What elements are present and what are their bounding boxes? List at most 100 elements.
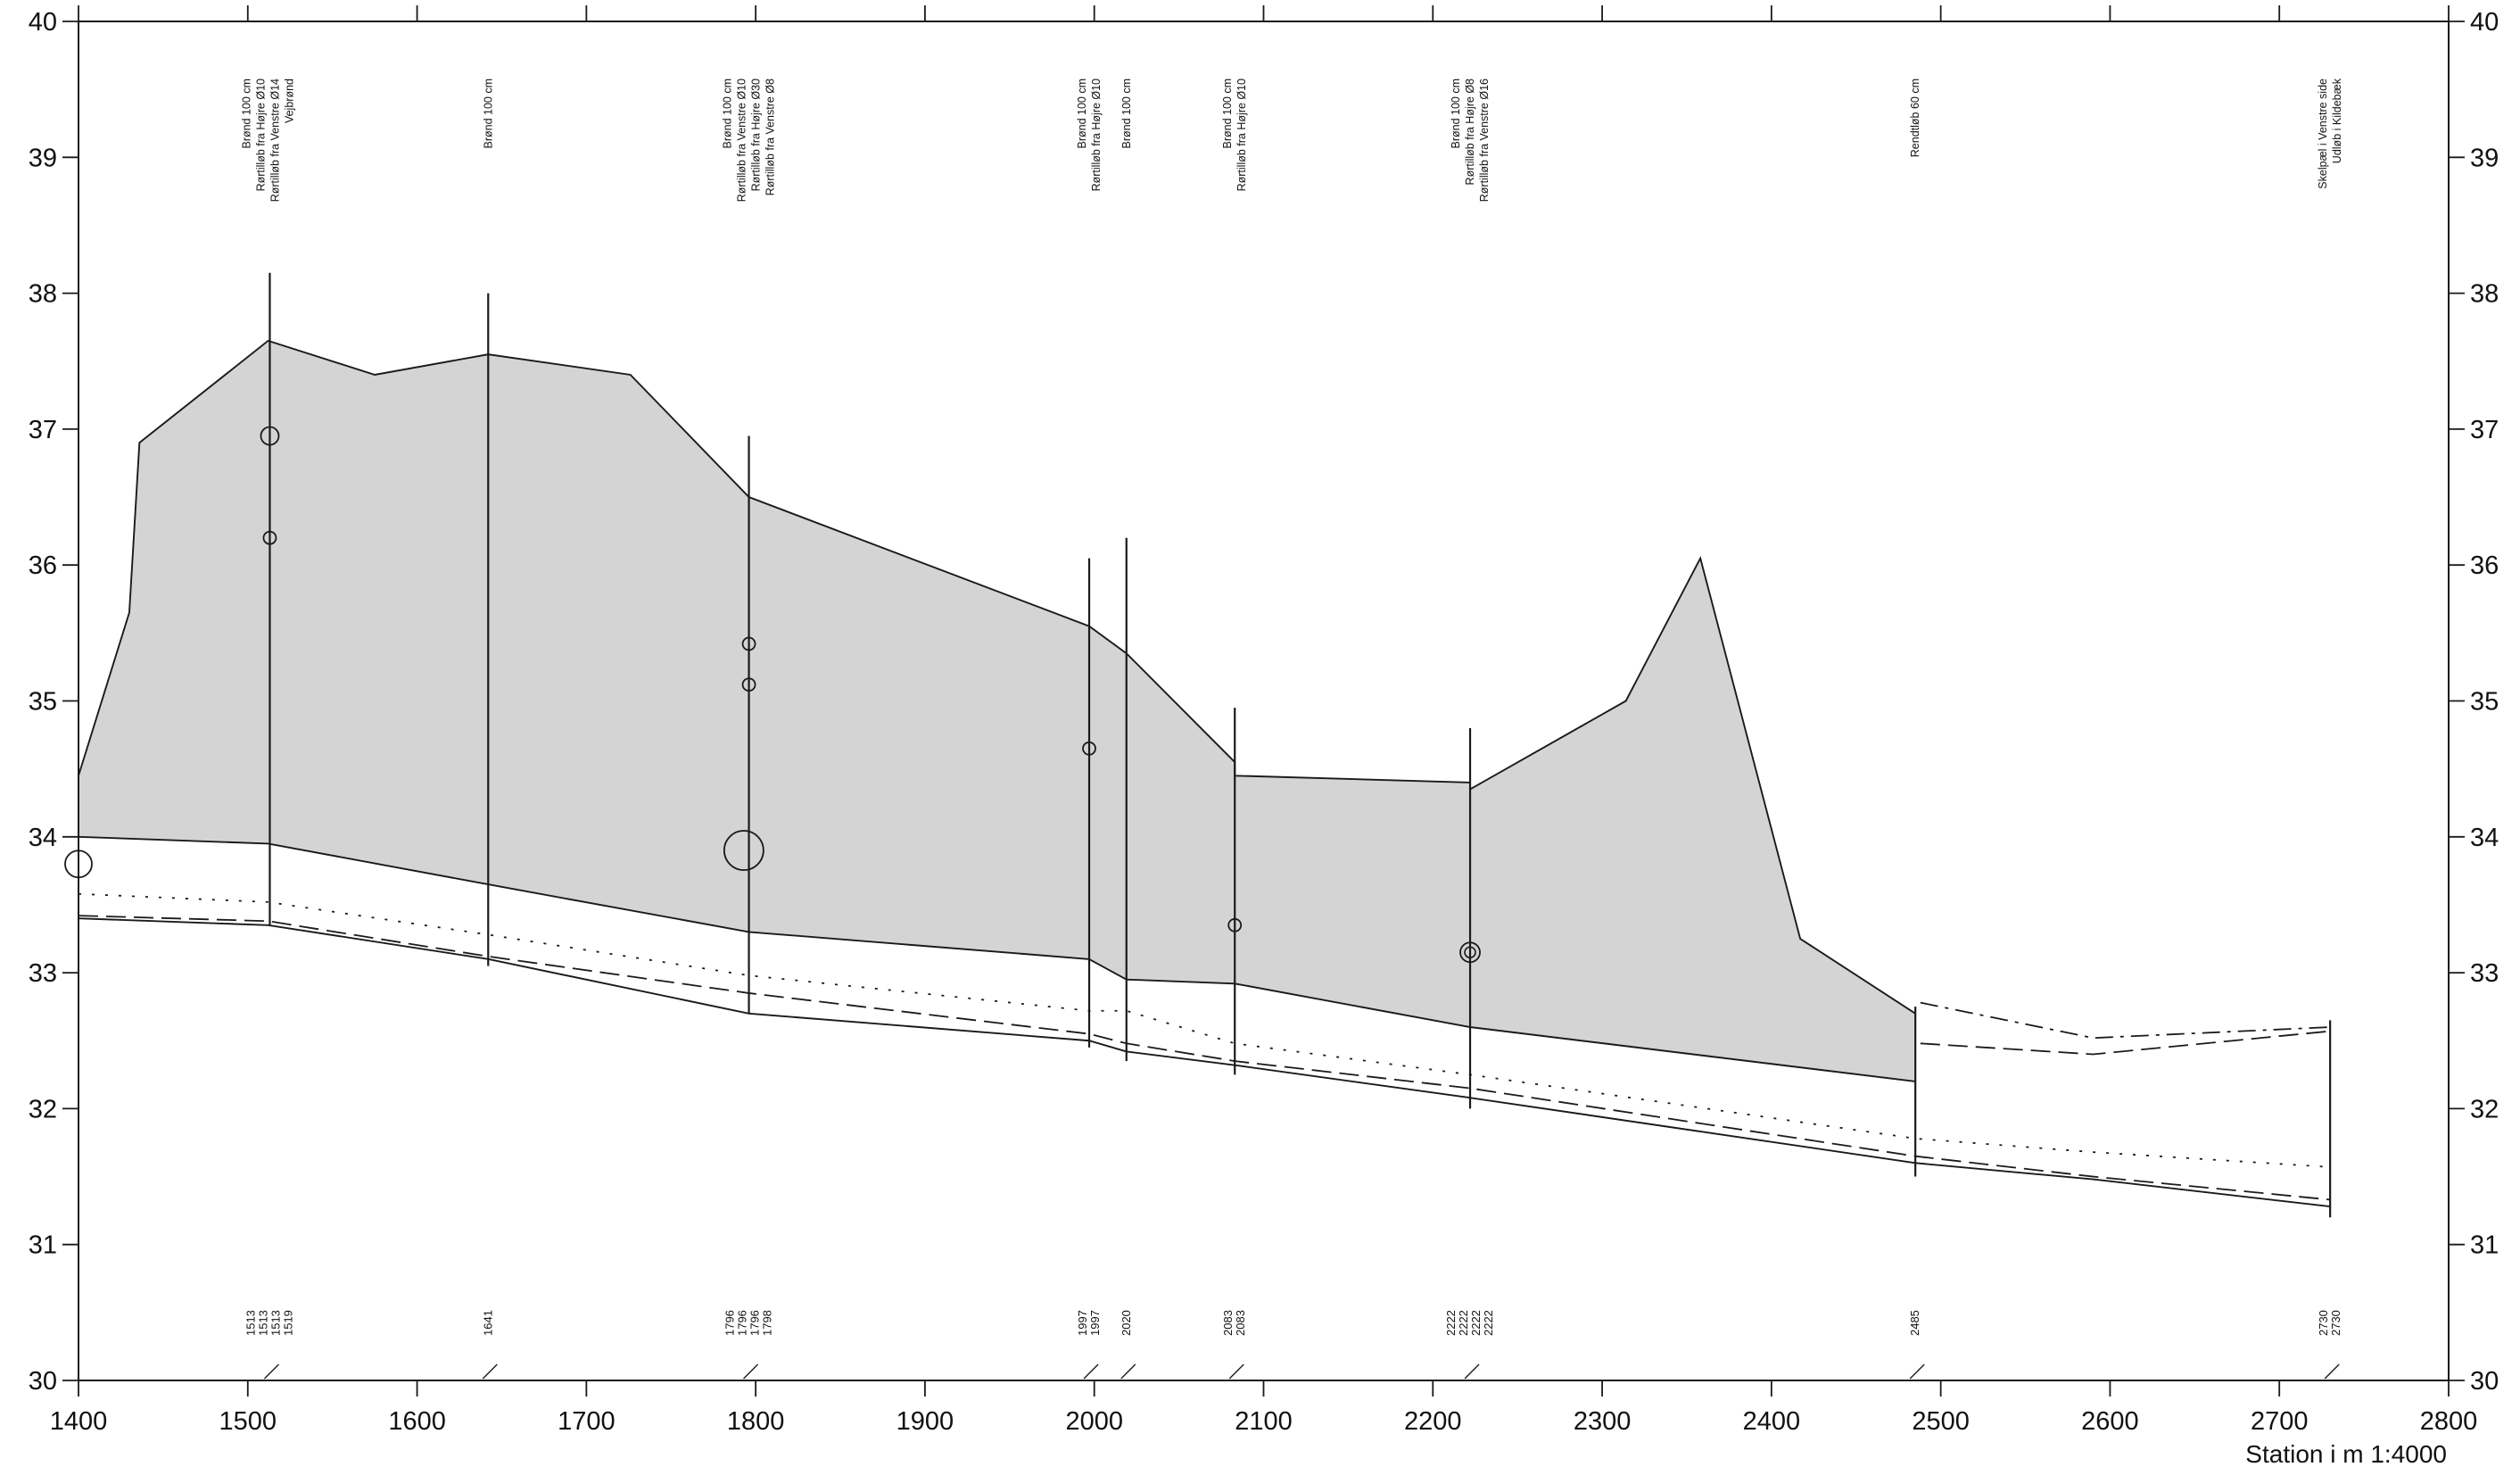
- x-tick-label: 1400: [50, 1407, 108, 1436]
- station-label: 1513: [269, 1310, 282, 1336]
- y-tick-label-left: 30: [29, 1367, 57, 1396]
- station-label: 1513: [256, 1310, 269, 1336]
- terrain-fill: [78, 340, 1916, 1082]
- y-tick-label-left: 34: [29, 824, 57, 852]
- profile-line-3: [78, 915, 2331, 1201]
- station-label: 1997: [1088, 1310, 1102, 1336]
- station-tick: [263, 1363, 279, 1380]
- pipe-marker: [260, 426, 280, 446]
- station-label: 1796: [748, 1310, 762, 1336]
- y-tick-label-right: 33: [2470, 959, 2499, 988]
- pipe-marker-inner: [1464, 946, 1476, 959]
- manhole-annotation: Rørtilløb fra Venstre Ø16: [1478, 79, 1491, 202]
- station-label: 2083: [1221, 1310, 1235, 1336]
- profile-line-2: [78, 892, 2331, 1168]
- station-label: 2730: [2317, 1310, 2330, 1336]
- manhole-annotation: Brønd 100 cm: [241, 79, 253, 149]
- x-tick-label: 2500: [1912, 1407, 1970, 1436]
- profile-line-5: [1920, 1001, 2331, 1040]
- manhole-annotation: Rørtilløb fra Højre Ø10: [1235, 79, 1248, 191]
- profile-lines-layer: [78, 339, 2331, 1207]
- y-tick-label-right: 32: [2470, 1095, 2499, 1123]
- y-tick-label-left: 33: [29, 959, 57, 988]
- station-label: 2222: [1457, 1310, 1470, 1336]
- y-tick-label-right: 31: [2470, 1231, 2499, 1260]
- station-tick: [1909, 1363, 1925, 1380]
- pipe-markers-layer: [64, 426, 1481, 964]
- pipe-marker: [741, 677, 756, 692]
- x-tick-label: 2300: [1574, 1407, 1632, 1436]
- pipe-marker: [1459, 941, 1481, 964]
- manhole-annotation: Brønd 100 cm: [1221, 79, 1234, 149]
- station-label: 1796: [723, 1310, 737, 1336]
- profile-line-1: [78, 835, 1916, 1082]
- station-labels-layer: 1513 1513 1513 1519 1641 1796 1796 1796 1798 1997…: [244, 1310, 2342, 1380]
- manhole-annotation: Brønd 100 cm: [1450, 79, 1462, 149]
- x-tick-label: 2800: [2420, 1407, 2478, 1436]
- y-tick-label-left: 32: [29, 1095, 57, 1123]
- station-label: 2222: [1482, 1310, 1495, 1336]
- station-label: 1796: [736, 1310, 749, 1336]
- station-label: 1641: [481, 1310, 494, 1336]
- y-tick-label-left: 39: [29, 144, 57, 172]
- x-tick-label: 2100: [1235, 1407, 1293, 1436]
- station-tick: [1464, 1363, 1480, 1380]
- pipe-marker: [1082, 741, 1096, 756]
- profile-line-6: [1920, 1030, 2331, 1056]
- manhole-annotation: Rendtløb 60 cm: [1909, 79, 1921, 157]
- pipe-marker: [1227, 917, 1243, 932]
- y-tick-label-right: 38: [2470, 280, 2499, 309]
- y-tick-label-left: 36: [29, 551, 57, 580]
- station-label: 1519: [281, 1310, 294, 1336]
- manhole-annotation: Brønd 100 cm: [722, 79, 734, 149]
- x-tick-label: 1700: [558, 1407, 616, 1436]
- station-label: 2730: [2329, 1310, 2342, 1336]
- x-tick-label: 2700: [2251, 1407, 2309, 1436]
- station-label: 2222: [1444, 1310, 1458, 1336]
- y-tick-label-right: 37: [2470, 416, 2499, 444]
- station-label: 2485: [1908, 1310, 1921, 1336]
- profile-line-4: [78, 917, 2331, 1207]
- manhole-annotation: Rørtilløb fra Højre Ø10: [1090, 79, 1103, 191]
- y-tick-label-left: 35: [29, 688, 57, 717]
- pipe-marker: [723, 830, 764, 871]
- manhole-annotation: Skelpæl i Venstre side: [2317, 79, 2329, 189]
- y-tick-label-right: 34: [2470, 824, 2499, 852]
- manhole-annotation: Brønd 100 cm: [482, 79, 494, 149]
- station-label: 2020: [1120, 1310, 1133, 1336]
- plot-frame-layer: 1400 1500 1600 1700 1800 1900 2000 2100 2200 2300…: [29, 5, 2499, 1436]
- x-tick-label: 1900: [896, 1407, 954, 1436]
- profile-line-0: [78, 339, 1916, 1015]
- y-tick-label-right: 35: [2470, 688, 2499, 717]
- station-label: 1513: [244, 1310, 257, 1336]
- manhole-annotation: Rørtilløb fra Venstre Ø14: [269, 79, 282, 202]
- y-tick-label-left: 31: [29, 1231, 57, 1260]
- station-label: 1798: [761, 1310, 774, 1336]
- y-tick-label-right: 30: [2470, 1367, 2499, 1396]
- manhole-annotation: Rørtilløb fra Højre Ø8: [1464, 79, 1476, 186]
- x-tick-label: 2400: [1743, 1407, 1801, 1436]
- terrain-fill-layer: [78, 340, 1916, 1082]
- manhole-annotation: Udløb i Kildebæk: [2331, 78, 2343, 163]
- station-tick: [743, 1363, 759, 1380]
- manhole-annotation: Vejbrønd: [284, 79, 296, 123]
- y-tick-label-right: 40: [2470, 8, 2499, 37]
- x-tick-label: 1500: [219, 1407, 277, 1436]
- station-tick: [1083, 1363, 1099, 1380]
- manhole-annotation: Rørtilløb fra Højre Ø10: [255, 79, 268, 191]
- x-tick-label: 2200: [1404, 1407, 1462, 1436]
- y-tick-label-right: 36: [2470, 551, 2499, 580]
- x-tick-label: 1600: [388, 1407, 446, 1436]
- pipe-marker: [262, 530, 277, 545]
- x-tick-label: 1800: [727, 1407, 785, 1436]
- pipe-marker: [741, 636, 756, 651]
- manhole-annotation: Rørtilløb fra Venstre Ø10: [736, 79, 748, 202]
- manhole-annotation: Brønd 100 cm: [1120, 79, 1133, 149]
- station-tick: [1120, 1363, 1136, 1380]
- annotations-layer: Brønd 100 cm Rørtilløb fra Højre Ø10 Rørti…: [241, 78, 2344, 202]
- y-tick-label-left: 38: [29, 280, 57, 309]
- y-tick-label-right: 39: [2470, 144, 2499, 172]
- station-label: 1997: [1076, 1310, 1089, 1336]
- x-axis-label: Station i m 1:4000: [2245, 1440, 2447, 1467]
